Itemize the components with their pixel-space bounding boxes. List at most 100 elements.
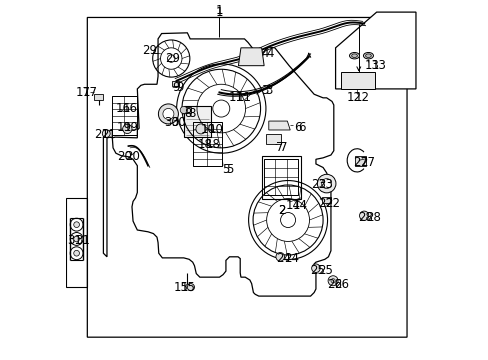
Ellipse shape <box>363 53 373 59</box>
Text: 6: 6 <box>294 121 301 134</box>
Text: 9: 9 <box>176 81 183 94</box>
Bar <box>261 156 300 199</box>
Text: 31: 31 <box>75 234 89 247</box>
Text: 24: 24 <box>276 252 291 265</box>
Text: 2: 2 <box>278 204 285 217</box>
Text: 21: 21 <box>102 128 116 141</box>
Circle shape <box>317 174 335 193</box>
Bar <box>182 107 190 113</box>
Text: 4: 4 <box>265 47 273 60</box>
Polygon shape <box>335 12 415 89</box>
Text: 5: 5 <box>225 163 233 176</box>
Text: 2: 2 <box>278 204 285 217</box>
Text: 25: 25 <box>310 264 325 276</box>
Text: 20: 20 <box>117 150 132 163</box>
Text: 10: 10 <box>208 123 223 136</box>
Text: 23: 23 <box>310 178 325 191</box>
Text: 23: 23 <box>317 178 332 191</box>
Text: 18: 18 <box>205 138 220 151</box>
Text: 15: 15 <box>173 282 188 294</box>
Text: 22: 22 <box>317 197 332 211</box>
Text: 1: 1 <box>215 6 223 19</box>
Text: 18: 18 <box>197 138 212 151</box>
Text: 3: 3 <box>264 84 272 97</box>
Text: 16: 16 <box>123 102 138 115</box>
Text: 28: 28 <box>365 211 380 224</box>
Circle shape <box>212 100 229 117</box>
Text: 9: 9 <box>172 81 179 94</box>
Text: 24: 24 <box>283 252 298 265</box>
Ellipse shape <box>349 53 359 59</box>
Text: 11: 11 <box>229 91 244 104</box>
Bar <box>264 159 298 195</box>
Text: 25: 25 <box>317 264 332 276</box>
Text: 10: 10 <box>201 123 215 136</box>
Text: 1: 1 <box>215 4 223 17</box>
Text: 6: 6 <box>298 121 305 134</box>
Text: 20: 20 <box>124 150 140 163</box>
Circle shape <box>280 212 295 228</box>
Polygon shape <box>268 121 290 130</box>
Ellipse shape <box>365 54 370 58</box>
Text: 17: 17 <box>75 86 90 99</box>
Bar <box>66 198 87 287</box>
Bar <box>192 122 222 166</box>
Text: 26: 26 <box>326 278 341 291</box>
Text: 8: 8 <box>184 107 192 120</box>
Ellipse shape <box>351 54 357 58</box>
Text: 27: 27 <box>360 156 375 169</box>
Circle shape <box>74 236 80 242</box>
Circle shape <box>74 222 80 228</box>
Circle shape <box>122 124 132 134</box>
Polygon shape <box>87 18 406 337</box>
Text: 4: 4 <box>261 47 268 60</box>
Circle shape <box>327 276 337 286</box>
Text: 13: 13 <box>371 59 386 72</box>
Bar <box>171 81 179 86</box>
Text: 21: 21 <box>94 128 109 141</box>
Text: 31: 31 <box>67 234 82 247</box>
Text: 3: 3 <box>261 84 268 97</box>
Text: 14: 14 <box>285 198 300 212</box>
Circle shape <box>158 104 178 124</box>
Circle shape <box>74 250 80 256</box>
Text: 29: 29 <box>142 44 157 57</box>
Bar <box>94 94 103 100</box>
Circle shape <box>163 108 174 120</box>
Text: 17: 17 <box>82 86 98 99</box>
Bar <box>265 134 281 144</box>
Text: 13: 13 <box>364 59 378 72</box>
Circle shape <box>321 179 331 189</box>
Circle shape <box>359 211 368 220</box>
Circle shape <box>330 279 335 283</box>
Bar <box>111 96 136 135</box>
Circle shape <box>311 264 320 273</box>
Bar <box>183 106 210 137</box>
Circle shape <box>180 107 187 113</box>
Bar <box>354 156 365 166</box>
Text: 12: 12 <box>346 91 361 104</box>
Circle shape <box>167 55 175 62</box>
Text: 19: 19 <box>116 121 131 134</box>
Text: 7: 7 <box>280 141 287 154</box>
Text: 30: 30 <box>171 116 186 129</box>
Text: 19: 19 <box>123 121 139 134</box>
Bar <box>322 197 331 203</box>
Text: 16: 16 <box>115 102 130 115</box>
Circle shape <box>196 124 205 134</box>
Circle shape <box>102 130 110 138</box>
Polygon shape <box>238 48 264 66</box>
Text: 15: 15 <box>181 282 195 294</box>
Circle shape <box>275 252 284 261</box>
Text: 12: 12 <box>354 91 369 104</box>
Text: 29: 29 <box>165 52 180 65</box>
Text: 27: 27 <box>352 156 367 169</box>
Text: 28: 28 <box>358 211 373 224</box>
Text: 11: 11 <box>236 91 251 104</box>
Text: 8: 8 <box>188 107 195 120</box>
Text: 5: 5 <box>222 163 229 176</box>
Text: 7: 7 <box>276 141 284 154</box>
Text: 22: 22 <box>325 197 340 211</box>
Text: 26: 26 <box>333 278 348 291</box>
Text: 14: 14 <box>292 198 307 212</box>
